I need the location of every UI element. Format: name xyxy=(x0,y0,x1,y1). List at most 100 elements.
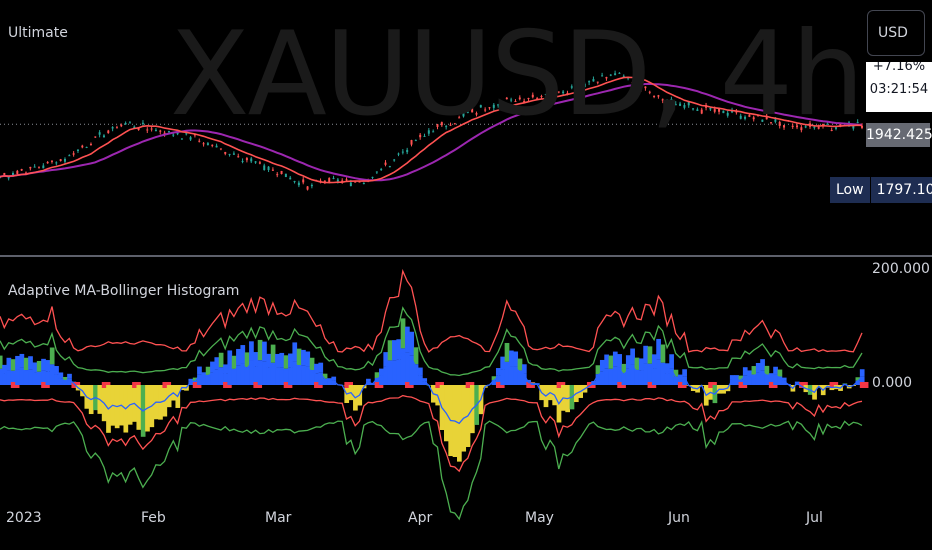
price-candle-body xyxy=(345,179,348,181)
price-candle-body xyxy=(696,109,699,111)
price-candle-body xyxy=(68,155,71,157)
histogram-bar-upper xyxy=(205,366,211,375)
price-candle-body xyxy=(63,158,66,162)
histogram-bar-core xyxy=(45,371,51,385)
price-candle-body xyxy=(679,103,682,106)
histogram-bar-upper xyxy=(729,375,735,380)
lower-band-line xyxy=(0,420,863,521)
bar-countdown: 03:21:54 xyxy=(869,82,929,97)
histogram-bar-core xyxy=(521,373,527,385)
histogram-bar-core xyxy=(41,370,46,385)
price-candle-body xyxy=(614,73,617,76)
histogram-bar-core xyxy=(630,364,635,385)
histogram-bar-core xyxy=(504,361,510,385)
histogram-bar-upper xyxy=(36,360,42,372)
histogram-bar-upper xyxy=(673,369,679,377)
price-candle-body xyxy=(406,149,409,153)
price-candle-body xyxy=(33,166,36,168)
histogram-bar-core xyxy=(296,364,302,385)
price-candle-body xyxy=(748,114,751,117)
histogram-bar-core xyxy=(32,372,38,385)
price-candle-body xyxy=(336,179,339,182)
histogram-bar-upper xyxy=(15,355,20,370)
histogram-bar-upper xyxy=(413,347,419,365)
price-candle-body xyxy=(189,137,192,140)
price-candle-body xyxy=(302,179,305,183)
last-price-badge: 1942.425 xyxy=(866,123,932,147)
price-candle-body xyxy=(115,127,118,129)
price-candle-body xyxy=(458,117,461,119)
countdown-badge: +7.16% 03:21:54 xyxy=(866,62,932,112)
histogram-bar-upper xyxy=(296,348,302,365)
pane-separator[interactable] xyxy=(0,255,932,257)
price-candle-body xyxy=(306,186,309,190)
price-candle-body xyxy=(397,153,400,155)
histogram-bar-upper xyxy=(327,378,332,382)
histogram-bar-core xyxy=(604,368,609,385)
price-candle-body xyxy=(622,75,625,77)
currency-button[interactable]: USD xyxy=(867,10,925,56)
x-tick-jul: Jul xyxy=(806,510,823,526)
histogram-bar-upper xyxy=(634,357,640,370)
histogram-bar-core xyxy=(656,359,661,385)
histogram-bar-core xyxy=(262,361,267,385)
price-candle-body xyxy=(505,97,508,100)
histogram-bar-upper xyxy=(418,367,423,376)
axis-label-top: 200.000 xyxy=(872,261,930,277)
histogram-bar-core xyxy=(279,367,285,385)
price-candle-body xyxy=(215,145,218,148)
histogram-bar-core xyxy=(634,369,640,385)
histogram-bar-core xyxy=(409,355,415,385)
price-candle-body xyxy=(185,133,188,135)
price-candle-body xyxy=(726,112,729,116)
histogram-bar-upper xyxy=(279,352,285,368)
histogram-bar-upper xyxy=(314,363,319,374)
low-label: Low xyxy=(830,177,870,203)
ma-fast-line xyxy=(0,76,863,184)
histogram-bar-core xyxy=(387,360,393,385)
histogram-bar-upper xyxy=(387,340,393,361)
histogram-bar-core xyxy=(859,376,865,385)
histogram-bar-core xyxy=(49,364,55,385)
histogram-bar-core xyxy=(621,373,627,385)
price-candle-body xyxy=(817,127,820,129)
histogram-red-segment xyxy=(253,382,263,388)
histogram-bar-core xyxy=(777,376,783,385)
price-candle-body xyxy=(293,181,296,183)
histogram-bar-upper xyxy=(214,357,220,370)
histogram-title: Adaptive MA-Bollinger Histogram xyxy=(8,283,240,299)
price-candle-body xyxy=(419,134,422,138)
price-candle-body xyxy=(856,121,859,123)
histogram-bar-core xyxy=(309,370,315,385)
low-badge: Low 1797.100 xyxy=(830,177,932,203)
price-candle-body xyxy=(76,149,79,152)
price-candle-body xyxy=(605,77,608,79)
histogram-red-segment xyxy=(374,382,384,388)
price-candle-body xyxy=(861,125,863,128)
histogram-bar-upper xyxy=(738,375,744,380)
price-candle-body xyxy=(289,177,292,180)
histogram-red-segment xyxy=(162,382,172,388)
histogram-bar-upper xyxy=(682,369,687,377)
histogram-bar-core xyxy=(322,378,328,385)
price-candle-body xyxy=(436,124,439,127)
price-candle-body xyxy=(687,101,690,106)
histogram-bar-upper xyxy=(643,345,648,364)
price-candle-body xyxy=(141,122,144,124)
histogram-red-segment xyxy=(405,382,414,388)
price-candle-body xyxy=(7,176,10,179)
price-candle-body xyxy=(531,94,534,98)
price-candle-body xyxy=(176,132,179,135)
price-candle-body xyxy=(206,143,209,145)
histogram-bar-upper xyxy=(244,352,250,368)
price-candle-body xyxy=(55,162,58,164)
histogram-bar-core xyxy=(28,369,33,385)
histogram-red-segment xyxy=(738,382,748,388)
price-candle-body xyxy=(453,123,456,125)
price-candle-body xyxy=(778,121,781,126)
histogram-bar-upper xyxy=(19,353,25,368)
price-candle-body xyxy=(375,171,378,173)
histogram-bar-core xyxy=(227,365,233,385)
histogram-bar-upper xyxy=(58,372,64,379)
